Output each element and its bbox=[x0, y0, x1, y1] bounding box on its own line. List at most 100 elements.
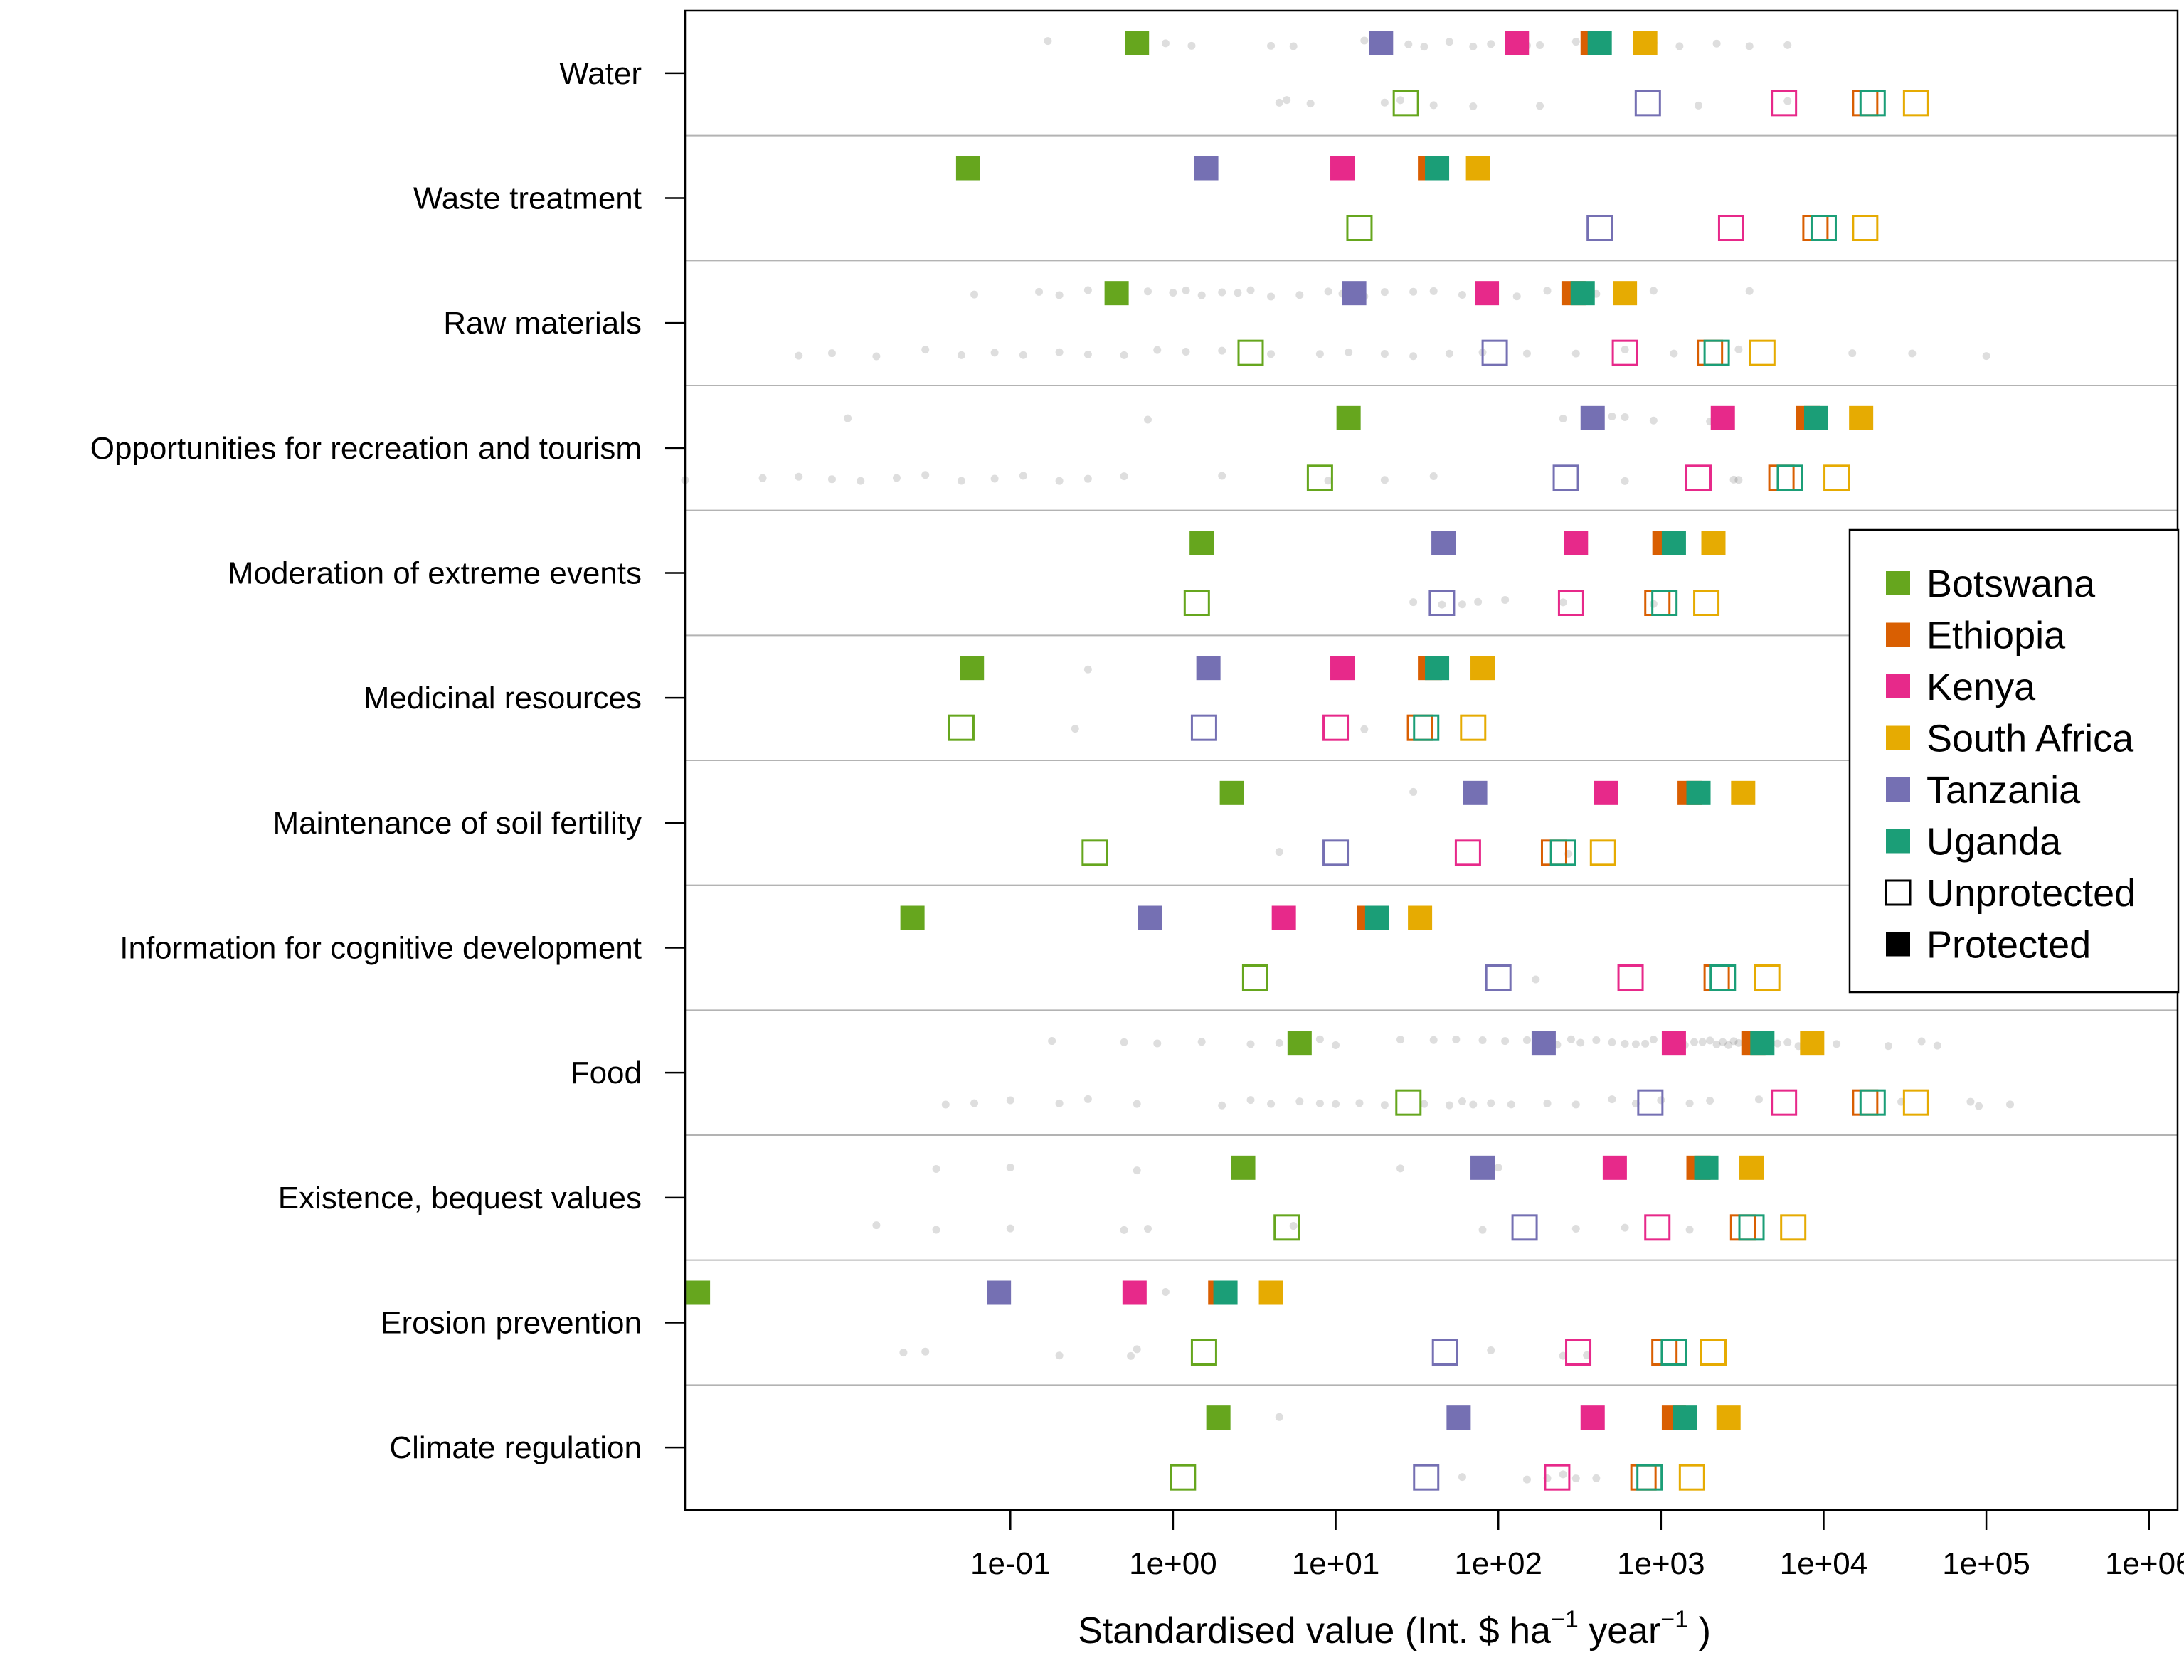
observation-point bbox=[1487, 1346, 1495, 1354]
x-tick-label: 1e-01 bbox=[970, 1546, 1051, 1581]
observation-point bbox=[1608, 1038, 1616, 1046]
observation-point bbox=[1641, 1039, 1650, 1048]
observation-point bbox=[1396, 1036, 1405, 1044]
observation-point bbox=[1522, 1036, 1531, 1044]
marker-water-uganda-protected bbox=[1587, 31, 1612, 55]
marker-opportunities-for-recreation-and-tourism-tanzania-unprotected bbox=[1552, 464, 1579, 491]
observation-point bbox=[1458, 290, 1466, 299]
observation-point bbox=[1019, 472, 1027, 480]
observation-point bbox=[844, 414, 852, 422]
observation-point bbox=[1982, 352, 1990, 361]
marker-raw-materials-botswana-protected bbox=[1104, 281, 1129, 306]
observation-point bbox=[1420, 1100, 1428, 1108]
marker-existence-bequest-values-botswana-unprotected bbox=[1273, 1214, 1300, 1241]
marker-moderation-of-extreme-events-kenya-unprotected bbox=[1557, 590, 1584, 616]
observation-point bbox=[1474, 597, 1483, 606]
marker-opportunities-for-recreation-and-tourism-botswana-protected bbox=[1336, 405, 1361, 430]
observation-point bbox=[1420, 43, 1428, 51]
observation-point bbox=[1649, 287, 1658, 295]
country-markers bbox=[686, 31, 1929, 1491]
observation-point bbox=[941, 1100, 950, 1109]
observation-point bbox=[1706, 1036, 1714, 1045]
observation-point bbox=[1120, 1038, 1128, 1046]
observation-point bbox=[1161, 39, 1170, 48]
observation-point bbox=[1055, 1099, 1064, 1107]
observation-point bbox=[1685, 1226, 1694, 1234]
observation-point bbox=[1734, 1038, 1743, 1047]
observation-point bbox=[1884, 1042, 1892, 1051]
marker-erosion-prevention-south-africa-protected bbox=[1258, 1280, 1283, 1305]
marker-medicinal-resources-botswana-protected bbox=[960, 656, 985, 681]
observation-point bbox=[1006, 1224, 1014, 1233]
observation-point bbox=[1380, 476, 1389, 484]
marker-maintenance-of-soil-fertility-uganda-unprotected bbox=[1549, 839, 1576, 866]
legend-swatch-uganda bbox=[1886, 829, 1910, 854]
observation-point bbox=[1048, 1037, 1056, 1046]
marker-waste-treatment-botswana-unprotected bbox=[1346, 215, 1373, 241]
observation-point bbox=[1571, 349, 1580, 358]
observation-point bbox=[892, 474, 901, 482]
marker-moderation-of-extreme-events-uganda-protected bbox=[1661, 531, 1686, 555]
marker-medicinal-resources-south-africa-unprotected bbox=[1460, 714, 1487, 741]
marker-maintenance-of-soil-fertility-uganda-protected bbox=[1686, 780, 1711, 805]
marker-raw-materials-south-africa-unprotected bbox=[1749, 339, 1776, 366]
marker-moderation-of-extreme-events-botswana-protected bbox=[1189, 531, 1214, 555]
marker-erosion-prevention-kenya-unprotected bbox=[1565, 1339, 1592, 1366]
observation-point bbox=[1380, 1101, 1389, 1110]
marker-erosion-prevention-south-africa-unprotected bbox=[1700, 1339, 1727, 1366]
marker-food-south-africa-unprotected bbox=[1902, 1089, 1929, 1116]
marker-medicinal-resources-uganda-unprotected bbox=[1413, 714, 1440, 741]
observation-point bbox=[1469, 42, 1478, 50]
observation-points bbox=[681, 36, 2015, 1484]
marker-information-for-cognitive-development-botswana-unprotected bbox=[1241, 964, 1268, 991]
observation-point bbox=[1283, 96, 1291, 105]
observation-point bbox=[1429, 101, 1438, 110]
observation-point bbox=[1055, 1351, 1064, 1360]
observation-point bbox=[1469, 1100, 1478, 1109]
marker-moderation-of-extreme-events-kenya-protected bbox=[1564, 531, 1589, 555]
observation-point bbox=[1908, 349, 1917, 358]
observation-point bbox=[1055, 477, 1064, 485]
observation-point bbox=[1675, 42, 1684, 50]
marker-food-kenya-protected bbox=[1661, 1031, 1686, 1056]
observation-point bbox=[1120, 351, 1128, 359]
marker-raw-materials-tanzania-unprotected bbox=[1481, 339, 1508, 366]
observation-point bbox=[1218, 472, 1226, 480]
observation-point bbox=[1571, 38, 1580, 46]
marker-information-for-cognitive-development-tanzania-protected bbox=[1138, 905, 1162, 930]
marker-climate-regulation-botswana-unprotected bbox=[1170, 1464, 1197, 1491]
y-tick-label: Moderation of extreme events bbox=[228, 556, 642, 591]
observation-point bbox=[1501, 595, 1510, 604]
observation-point bbox=[1571, 1100, 1580, 1109]
observation-point bbox=[1917, 1037, 1926, 1046]
observation-point bbox=[1055, 291, 1064, 299]
observation-point bbox=[795, 472, 803, 481]
marker-water-kenya-protected bbox=[1505, 31, 1530, 55]
observation-point bbox=[970, 290, 979, 299]
legend-swatch-botswana bbox=[1886, 571, 1910, 595]
observation-point bbox=[1275, 848, 1283, 856]
marker-food-uganda-unprotected bbox=[1859, 1089, 1886, 1116]
observation-point bbox=[1592, 1036, 1601, 1045]
y-tick-label: Food bbox=[571, 1056, 642, 1090]
observation-point bbox=[1324, 287, 1332, 296]
observation-point bbox=[1487, 1099, 1495, 1107]
observation-point bbox=[1571, 1224, 1580, 1233]
marker-waste-treatment-south-africa-unprotected bbox=[1852, 215, 1879, 241]
observation-point bbox=[1774, 1039, 1782, 1048]
observation-point bbox=[1501, 1037, 1510, 1046]
marker-opportunities-for-recreation-and-tourism-botswana-unprotected bbox=[1306, 464, 1333, 491]
observation-point bbox=[1289, 1222, 1298, 1230]
observation-point bbox=[1494, 1164, 1502, 1172]
marker-maintenance-of-soil-fertility-botswana-unprotected bbox=[1081, 839, 1108, 866]
observation-point bbox=[1409, 598, 1418, 607]
marker-water-south-africa-protected bbox=[1633, 31, 1658, 55]
legend-swatch-kenya bbox=[1886, 674, 1910, 698]
observation-point bbox=[1445, 349, 1453, 358]
y-tick-label: Climate regulation bbox=[389, 1430, 642, 1465]
observation-point bbox=[1345, 348, 1353, 356]
observation-point bbox=[827, 349, 836, 358]
marker-opportunities-for-recreation-and-tourism-south-africa-protected bbox=[1849, 405, 1874, 430]
observation-point bbox=[1380, 349, 1389, 358]
y-tick-label: Raw materials bbox=[443, 306, 642, 341]
